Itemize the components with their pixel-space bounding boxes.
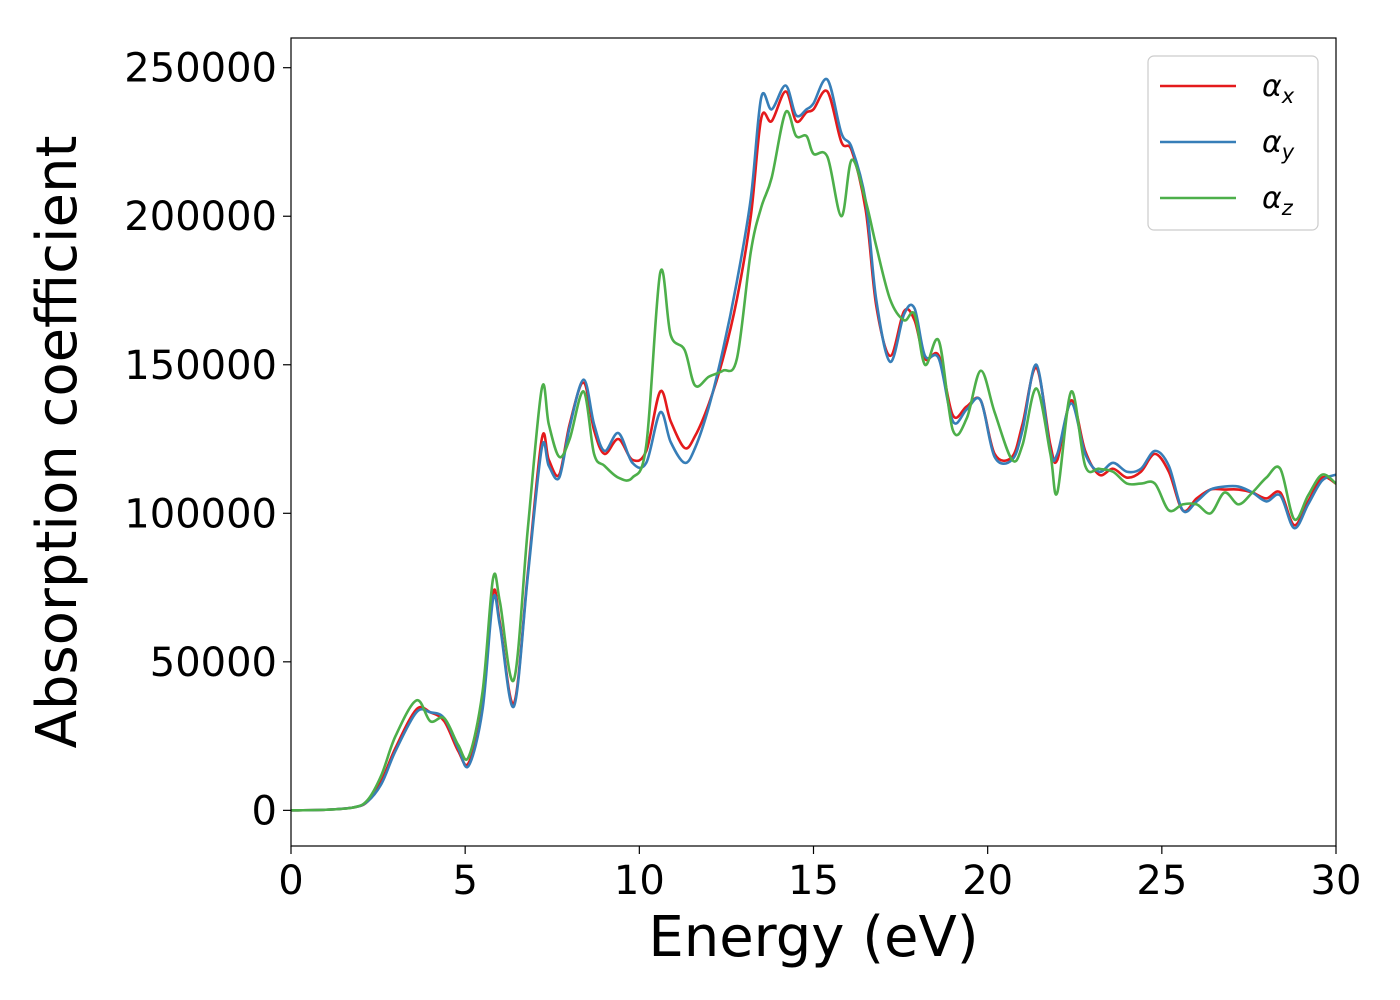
y-tick-label: 50000 [150, 640, 277, 686]
x-tick-label: 10 [614, 858, 665, 904]
series-line-2 [291, 77, 1336, 812]
y-axis: 0 50000 100000 150000 200000 250000 [124, 46, 291, 834]
x-axis-title: Energy (eV) [648, 905, 978, 970]
y-tick-label: 200000 [124, 194, 277, 240]
x-tick-label: 5 [452, 858, 477, 904]
y-axis-title: Absorption coefficient [25, 136, 90, 749]
legend-label: αx [1262, 69, 1295, 108]
series-line-3 [291, 109, 1336, 812]
x-tick-label: 15 [788, 858, 839, 904]
y-tick-label: 100000 [124, 491, 277, 537]
y-tick-label: 150000 [124, 343, 277, 389]
x-axis: 0 5 10 15 20 25 30 [278, 846, 1361, 904]
legend: αx αy αz [1147, 55, 1319, 231]
legend-label: αy [1262, 125, 1295, 164]
x-tick-label: 30 [1311, 858, 1362, 904]
x-tick-label: 20 [962, 858, 1013, 904]
series-layer [291, 77, 1336, 812]
legend-label: αz [1262, 181, 1294, 220]
y-tick-label: 0 [252, 788, 277, 834]
x-tick-label: 0 [278, 858, 303, 904]
y-tick-label: 250000 [124, 46, 277, 92]
x-tick-label: 25 [1136, 858, 1187, 904]
